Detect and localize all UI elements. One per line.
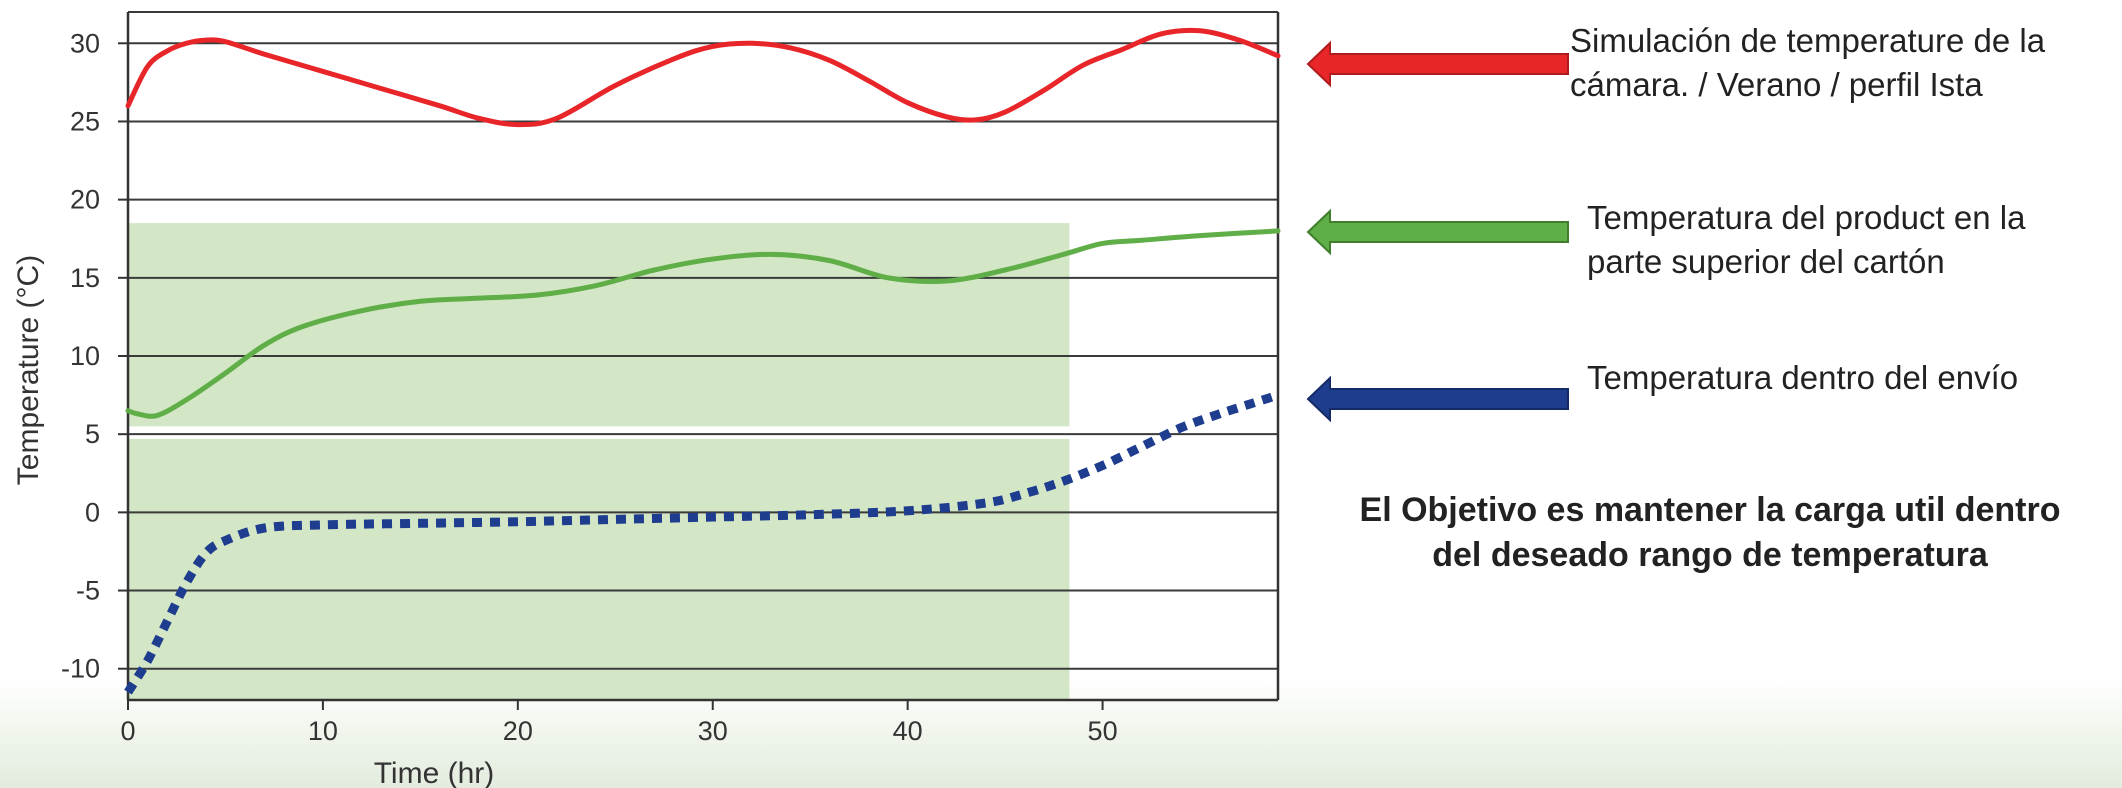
objective-line1: El Objetivo es mantener la carga util de… xyxy=(1300,488,2120,533)
target-range-band xyxy=(128,223,1069,426)
x-tick-label: 30 xyxy=(698,716,728,746)
legend-green-label: Temperatura del product en la parte supe… xyxy=(1587,196,2025,284)
y-tick-label: -5 xyxy=(76,576,100,606)
legend-blue-line1: Temperatura dentro del envío xyxy=(1587,356,2018,400)
x-axis-title: Time (hr) xyxy=(374,757,495,788)
objective-line2: del deseado rango de temperatura xyxy=(1300,533,2120,578)
x-tick-label: 0 xyxy=(120,716,135,746)
y-tick-label: -10 xyxy=(61,654,100,684)
x-tick-label: 20 xyxy=(503,716,533,746)
x-tick-label: 40 xyxy=(893,716,923,746)
legend-red-line1: Simulación de temperature de la xyxy=(1570,19,2045,63)
y-tick-labels: 30 25 20 15 10 5 0 -5 -10 xyxy=(61,28,100,683)
objective-text: El Objetivo es mantener la carga util de… xyxy=(1300,488,2120,578)
y-tick-label: 5 xyxy=(85,419,100,449)
x-tick-labels: 0 10 20 30 40 50 xyxy=(120,716,1117,746)
legend-red-label: Simulación de temperature de la cámara. … xyxy=(1570,19,2045,107)
x-tick-label: 50 xyxy=(1088,716,1118,746)
y-tick-label: 0 xyxy=(85,497,100,527)
legend-green-line2: parte superior del cartón xyxy=(1587,240,2025,284)
target-range-band xyxy=(128,439,1069,700)
y-tick-label: 30 xyxy=(70,28,100,58)
green-arrow-icon xyxy=(1308,211,1568,253)
y-tick-label: 25 xyxy=(70,106,100,136)
y-axis-title: Temperature (°C) xyxy=(12,255,45,485)
chamber-temperature-line xyxy=(128,30,1278,124)
y-tick-label: 10 xyxy=(70,341,100,371)
x-tick-label: 10 xyxy=(308,716,338,746)
target-range-bands xyxy=(128,223,1069,700)
blue-arrow-icon xyxy=(1308,378,1568,420)
y-tick-label: 15 xyxy=(70,263,100,293)
legend-green-line1: Temperatura del product en la xyxy=(1587,196,2025,240)
y-tick-label: 20 xyxy=(70,185,100,215)
legend-blue-label: Temperatura dentro del envío xyxy=(1587,356,2018,400)
legend-red-line2: cámara. / Verano / perfil Ista xyxy=(1570,63,2045,107)
red-arrow-icon xyxy=(1308,43,1568,85)
